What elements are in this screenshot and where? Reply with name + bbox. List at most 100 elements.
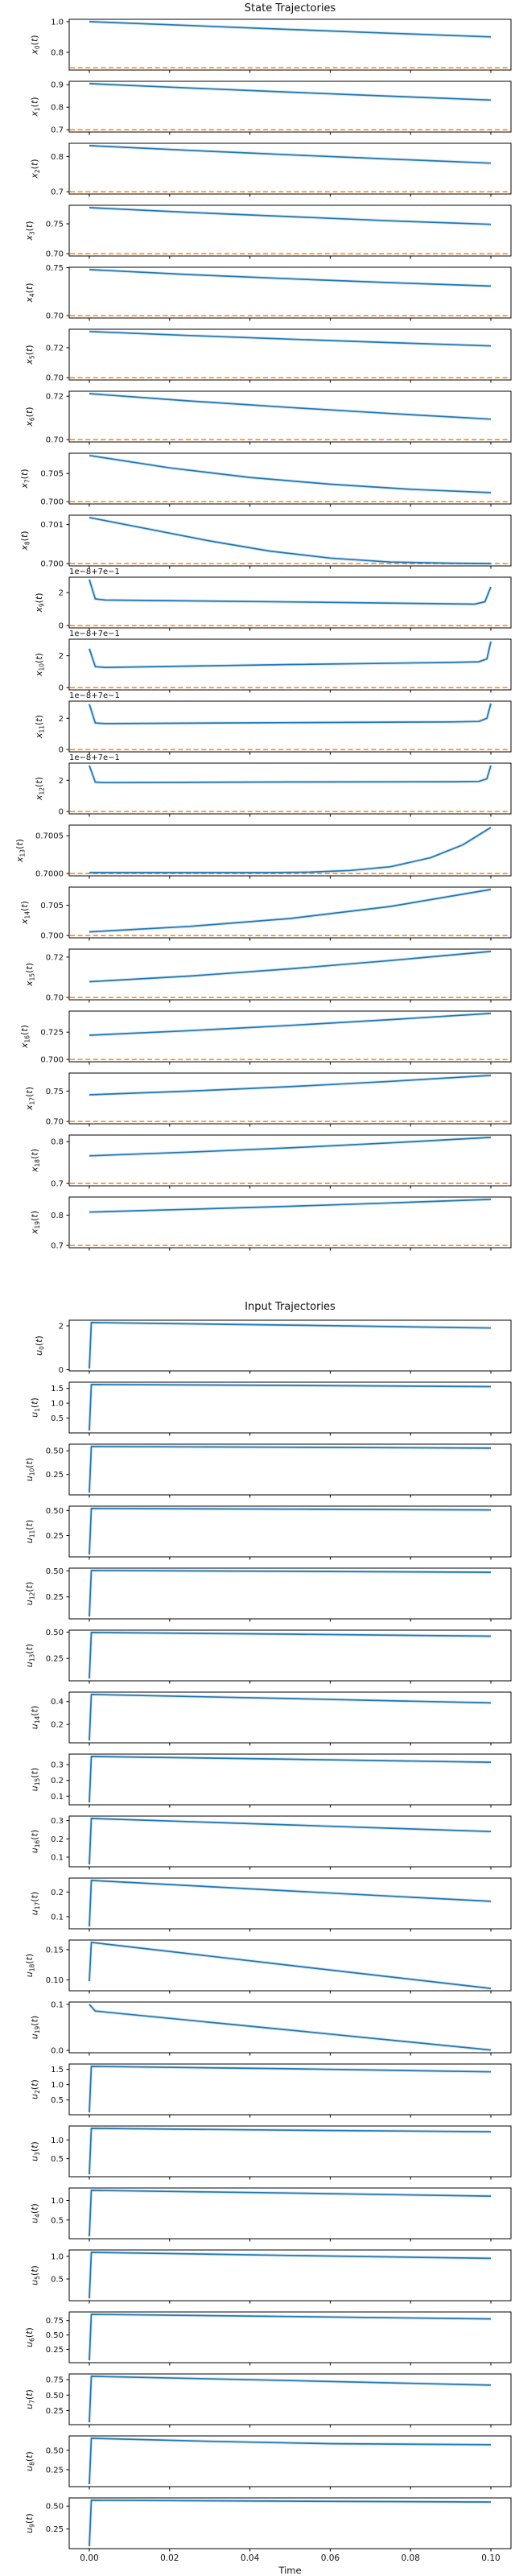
y-tick-label: 0.25	[46, 1471, 64, 1480]
x-axis-ticks	[89, 1371, 492, 1374]
trajectory-halo	[88, 1507, 492, 1555]
y-axis-ticks: 0.75 0.50 0.25	[46, 2376, 69, 2416]
y-axis-label: u16(t)	[29, 1830, 41, 1853]
x-axis-ticks	[89, 628, 492, 631]
y-axis-ticks: 0.75 0.70	[46, 264, 69, 321]
plot-box	[68, 2001, 512, 2054]
trajectory-line	[89, 1199, 492, 1213]
plot-box	[68, 452, 512, 505]
state-plot-x7: 0.705 0.700 x7(t)	[19, 452, 512, 507]
state-plot-x4: 0.75 0.70 x4(t)	[24, 264, 512, 321]
plot-box	[68, 514, 512, 567]
y-tick-label: 0.7	[51, 188, 64, 197]
trajectory-line	[89, 207, 492, 225]
trajectory-halo	[88, 1879, 492, 1927]
y-axis-ticks: 0.725 0.700	[40, 1029, 69, 1065]
y-axis-ticks: 1.0 0.5	[51, 2252, 69, 2285]
y-axis-ticks: 1.5 1.0 0.5	[51, 2066, 69, 2105]
y-axis-ticks: 20	[59, 715, 69, 755]
plot-box	[68, 1134, 512, 1187]
y-axis-ticks: 20	[59, 1323, 69, 1375]
trajectory-line	[89, 21, 492, 38]
x-axis-ticks	[89, 70, 492, 73]
y-axis-label: x18(t)	[29, 1149, 41, 1173]
plot-box	[68, 2187, 512, 2240]
y-axis-ticks: 0.75 0.70	[46, 221, 69, 259]
x-axis-ticks	[89, 380, 492, 383]
plot-box	[68, 2063, 512, 2116]
plot-box	[68, 762, 512, 815]
y-axis-ticks: 0.2 0.1	[51, 1889, 69, 1922]
state-plot-x5: 0.72 0.70 x5(t)	[24, 328, 512, 383]
y-tick-label: 0.50	[46, 2503, 64, 2512]
y-axis-label: x9(t)	[34, 592, 46, 613]
y-axis-ticks: 0.72 0.70	[46, 393, 69, 445]
y-axis-label: u4(t)	[29, 2203, 41, 2223]
y-axis-ticks: 0.7005 0.7000	[35, 832, 69, 879]
trajectory-halo	[88, 1383, 492, 1431]
state-plot-x6: 0.72 0.70 x6(t)	[24, 390, 512, 445]
y-tick-label: 0.0	[51, 2047, 64, 2056]
y-axis-ticks: 0.9 0.8 0.7	[51, 81, 69, 135]
y-axis-ticks: 0.4 0.2	[51, 1698, 69, 1730]
y-axis-label: x19(t)	[29, 1211, 41, 1235]
plot-box	[68, 2249, 512, 2301]
y-tick-label: 0.7005	[35, 832, 64, 841]
y-axis-label: u3(t)	[29, 2141, 41, 2161]
y-tick-label: 0.700	[40, 560, 64, 569]
x-axis-ticks	[89, 2549, 492, 2552]
plot-box	[68, 204, 512, 257]
trajectory-line	[89, 1880, 492, 1927]
y-axis-ticks: 1.0 0.5	[51, 2136, 69, 2164]
y-axis-label: x11(t)	[34, 715, 46, 739]
y-axis-ticks: 0.75 0.70	[46, 1088, 69, 1127]
y-axis-ticks: 0.8 0.7	[51, 153, 69, 197]
trajectory-line	[89, 2438, 492, 2485]
y-tick-label: 0.50	[46, 1507, 64, 1516]
input-plot-u2: 1.5 1.0 0.5 u2(t)	[29, 2063, 512, 2118]
x-axis-ticks	[89, 2301, 492, 2304]
plot-box	[68, 576, 512, 629]
y-tick-label: 0.25	[46, 2346, 64, 2355]
y-tick-label: 0.1	[51, 2000, 64, 2009]
plot-box	[68, 700, 512, 753]
y-tick-label: 0.70	[46, 374, 64, 383]
y-axis-label: x16(t)	[19, 1025, 31, 1049]
y-axis-ticks: 20	[59, 589, 69, 631]
x-axis-label-time: Time	[278, 2565, 301, 2576]
trajectory-line	[89, 641, 492, 668]
y-axis-ticks: 0.50 0.25	[46, 2446, 69, 2475]
y-tick-label: 2	[59, 652, 64, 661]
x-axis-ticks	[89, 566, 492, 569]
y-tick-label: 2	[59, 715, 64, 724]
y-tick-label: 0.75	[46, 2376, 64, 2385]
trajectory-halo	[88, 1755, 492, 1803]
y-axis-label: x3(t)	[24, 221, 36, 241]
y-axis-ticks: 20	[59, 777, 69, 817]
y-tick-label: 0.8	[51, 104, 64, 113]
trajectory-line	[89, 1384, 492, 1431]
y-tick-label: 0.700	[40, 932, 64, 941]
x-axis-ticks	[89, 752, 492, 755]
y-tick-label: 0.3	[51, 1761, 64, 1770]
y-tick-label: 0	[59, 1366, 64, 1375]
axis-offset-label: 1e−8+7e−1	[69, 691, 120, 700]
y-tick-label: 0.70	[46, 1118, 64, 1127]
y-axis-label: x1(t)	[29, 97, 41, 117]
y-axis-label: u0(t)	[34, 1335, 46, 1356]
plot-box	[68, 2125, 512, 2178]
y-tick-label: 0.15	[46, 1946, 64, 1955]
trajectory-halo	[88, 2003, 492, 2052]
y-axis-ticks: 0.75 0.50 0.25	[46, 2317, 69, 2355]
y-axis-ticks: 0.8 0.7	[51, 1212, 69, 1251]
plot-box	[68, 1815, 512, 1868]
trajectory-line	[89, 83, 492, 101]
plot-box	[68, 948, 512, 1001]
plot-box	[68, 1753, 512, 1806]
y-axis-ticks: 0.72 0.70	[46, 953, 69, 1003]
y-axis-ticks: 0.705 0.700	[40, 902, 69, 941]
y-axis-label: u15(t)	[29, 1768, 41, 1791]
x-axis-ticks	[89, 2425, 492, 2428]
state-plot-x1: 0.9 0.8 0.7 x1(t)	[29, 80, 512, 135]
trajectory-line	[89, 1075, 492, 1096]
